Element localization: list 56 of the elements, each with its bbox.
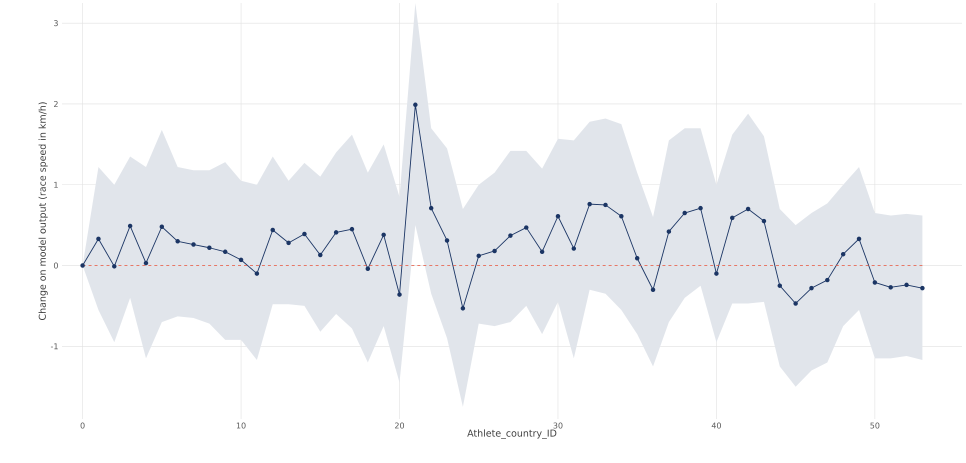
point (572, 246, 576, 251)
point (556, 214, 560, 218)
point (524, 225, 529, 230)
point (318, 252, 323, 258)
point (350, 226, 354, 232)
point (619, 214, 624, 218)
point (888, 285, 893, 290)
point (872, 280, 878, 285)
point (80, 263, 85, 268)
point (175, 239, 180, 244)
point (809, 286, 814, 290)
point (840, 252, 846, 256)
point (904, 282, 909, 288)
point (476, 254, 481, 258)
point (666, 229, 672, 234)
point (112, 264, 117, 269)
point (920, 286, 925, 290)
point (428, 206, 434, 210)
point (270, 228, 275, 232)
point (682, 210, 687, 216)
point (444, 238, 450, 243)
point (222, 250, 228, 254)
point (856, 236, 862, 242)
y-axis-title: Change on model output (race speed in km/h) (38, 102, 48, 320)
point (698, 206, 703, 210)
point (508, 233, 513, 238)
point (540, 250, 544, 254)
point (334, 230, 338, 235)
point (207, 246, 212, 250)
point (381, 232, 386, 238)
point (128, 224, 132, 228)
point (144, 260, 148, 266)
point (778, 283, 782, 288)
point (746, 206, 750, 212)
point (492, 248, 497, 254)
point (96, 236, 101, 242)
point (587, 202, 592, 206)
point (825, 278, 830, 282)
point (762, 218, 766, 224)
point (238, 258, 244, 262)
point (160, 224, 164, 229)
point (286, 240, 291, 246)
point (254, 271, 260, 276)
point (397, 292, 402, 297)
point (460, 306, 466, 311)
point (413, 102, 418, 108)
x-axis-title: Athlete_country_ID (467, 429, 556, 439)
point (634, 256, 640, 260)
point (366, 266, 370, 271)
point (714, 271, 719, 276)
point (730, 216, 734, 220)
point (650, 288, 656, 292)
point (793, 301, 798, 306)
point (302, 232, 307, 236)
point (603, 202, 608, 208)
point (191, 242, 196, 247)
